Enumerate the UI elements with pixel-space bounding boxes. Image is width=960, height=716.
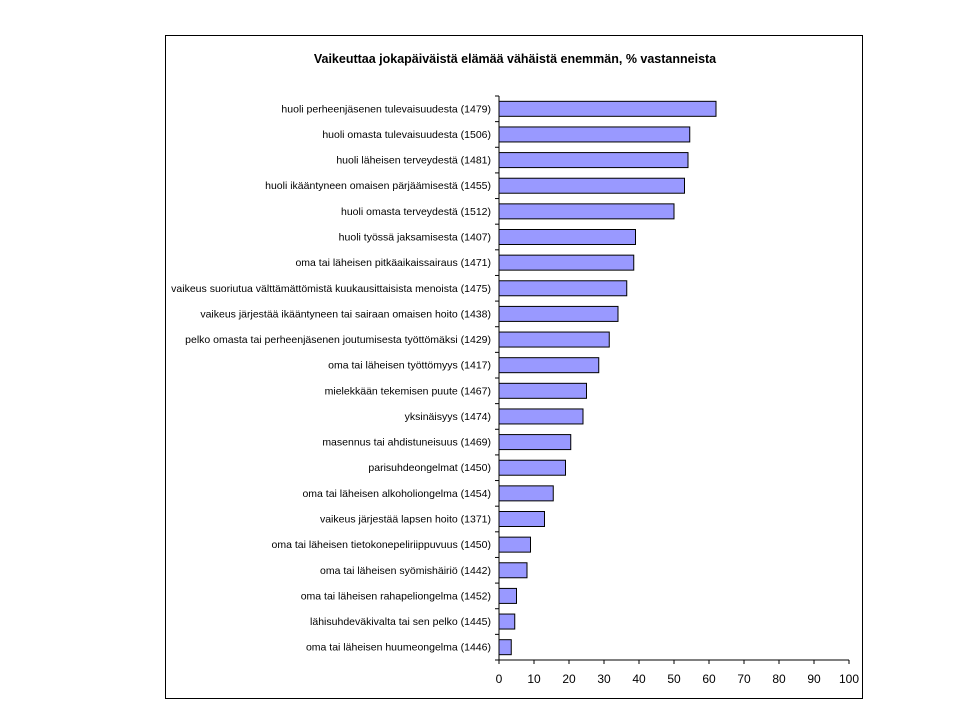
category-label: huoli ikääntyneen omaisen pärjäämisestä … <box>265 180 491 192</box>
x-tick-label: 30 <box>597 672 611 686</box>
category-label: huoli perheenjäsenen tulevaisuudesta (14… <box>281 103 491 115</box>
bar <box>498 382 587 399</box>
x-tick-label: 60 <box>702 672 716 686</box>
category-label: vaikeus järjestää ikääntyneen tai sairaa… <box>200 308 491 320</box>
category-label: oma tai läheisen huumeongelma (1446) <box>306 642 491 654</box>
bar <box>498 459 566 476</box>
category-label: huoli omasta terveydestä (1512) <box>341 206 491 218</box>
category-label: mielekkään tekemisen puute (1467) <box>325 385 491 397</box>
axes: 0 10 20 30 40 50 60 70 80 90 100 <box>495 95 859 686</box>
bar <box>498 639 512 656</box>
category-label: oma tai läheisen tietokonepeliriippuvuus… <box>272 539 491 551</box>
category-label: vaikeus suoriutua välttämättömistä kuuka… <box>171 283 491 295</box>
x-tick-label: 10 <box>527 672 541 686</box>
bar <box>498 203 675 220</box>
bar <box>498 331 610 348</box>
category-label: lähisuhdeväkivalta tai sen pelko (1445) <box>310 616 491 628</box>
x-tick-label: 90 <box>807 672 821 686</box>
category-label: huoli omasta tulevaisuudesta (1506) <box>322 129 491 141</box>
chart-title: Vaikeuttaa jokapäiväistä elämää vähäistä… <box>314 52 717 66</box>
bar <box>498 126 691 143</box>
bar <box>498 562 528 579</box>
bar <box>498 100 717 117</box>
bar <box>498 357 600 374</box>
category-label: parisuhdeongelmat (1450) <box>368 462 491 474</box>
category-label: oma tai läheisen pitkäaikaissairaus (147… <box>295 257 491 269</box>
x-tick-label: 80 <box>772 672 786 686</box>
x-tick-label: 70 <box>737 672 751 686</box>
category-label: huoli työssä jaksamisesta (1407) <box>339 232 491 244</box>
category-labels: huoli perheenjäsenen tulevaisuudesta (14… <box>171 103 491 653</box>
x-tick-label: 40 <box>632 672 646 686</box>
bar <box>498 587 517 604</box>
x-tick-label: 100 <box>839 672 859 686</box>
x-tick-label: 50 <box>667 672 681 686</box>
bar <box>498 613 516 630</box>
bar <box>498 280 628 297</box>
category-label: oma tai läheisen alkoholiongelma (1454) <box>302 488 491 500</box>
category-label: yksinäisyys (1474) <box>405 411 491 423</box>
x-tick-label: 20 <box>562 672 576 686</box>
category-label: vaikeus järjestää lapsen hoito (1371) <box>320 514 491 526</box>
bar <box>498 434 572 451</box>
bar <box>498 254 635 271</box>
category-label: masennus tai ahdistuneisuus (1469) <box>322 437 491 449</box>
category-label: pelko omasta tai perheenjäsenen joutumis… <box>185 334 491 346</box>
bar <box>498 408 584 425</box>
category-label: oma tai läheisen työttömyys (1417) <box>328 360 491 372</box>
bar <box>498 229 636 245</box>
bar <box>498 511 545 527</box>
category-label: oma tai läheisen rahapeliongelma (1452) <box>301 590 491 602</box>
bar-chart: Vaikeuttaa jokapäiväistä elämää vähäistä… <box>171 52 859 686</box>
x-tick-label: 0 <box>496 672 503 686</box>
category-label: huoli läheisen terveydestä (1481) <box>336 155 491 167</box>
bar <box>498 536 531 553</box>
bar <box>498 305 619 322</box>
bar <box>498 152 689 169</box>
chart-frame: Vaikeuttaa jokapäiväistä elämää vähäistä… <box>165 35 863 699</box>
bars-group <box>498 100 717 656</box>
bar <box>498 177 685 194</box>
category-label: oma tai läheisen syömishäiriö (1442) <box>320 565 491 577</box>
bar <box>498 485 554 502</box>
